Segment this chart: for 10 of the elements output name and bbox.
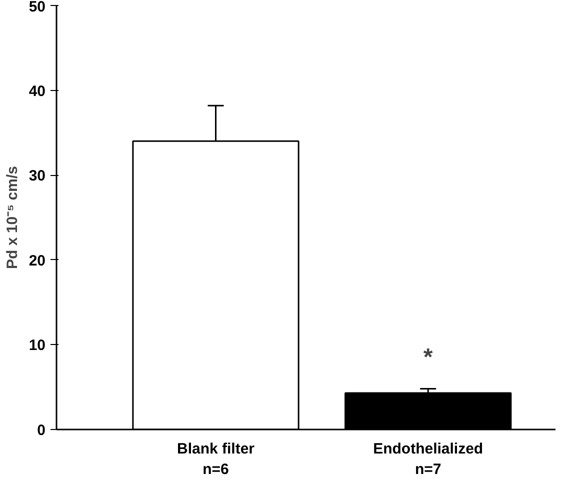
annotation: * bbox=[423, 344, 434, 371]
x-tick-label: Endothelialized n=7 bbox=[373, 440, 484, 478]
y-tick-label: 40 bbox=[28, 82, 46, 100]
y-tick-label: 20 bbox=[28, 252, 46, 270]
y-tick-label: 10 bbox=[28, 337, 46, 354]
y-tick-label: 0 bbox=[37, 422, 46, 439]
y-axis-title: Pd x 10⁻⁵ cm/s bbox=[4, 166, 21, 269]
y-tick-label: 50 bbox=[28, 0, 46, 16]
y-tick-label: 30 bbox=[28, 168, 46, 185]
x-tick-label: Blank filter n=6 bbox=[176, 440, 255, 478]
